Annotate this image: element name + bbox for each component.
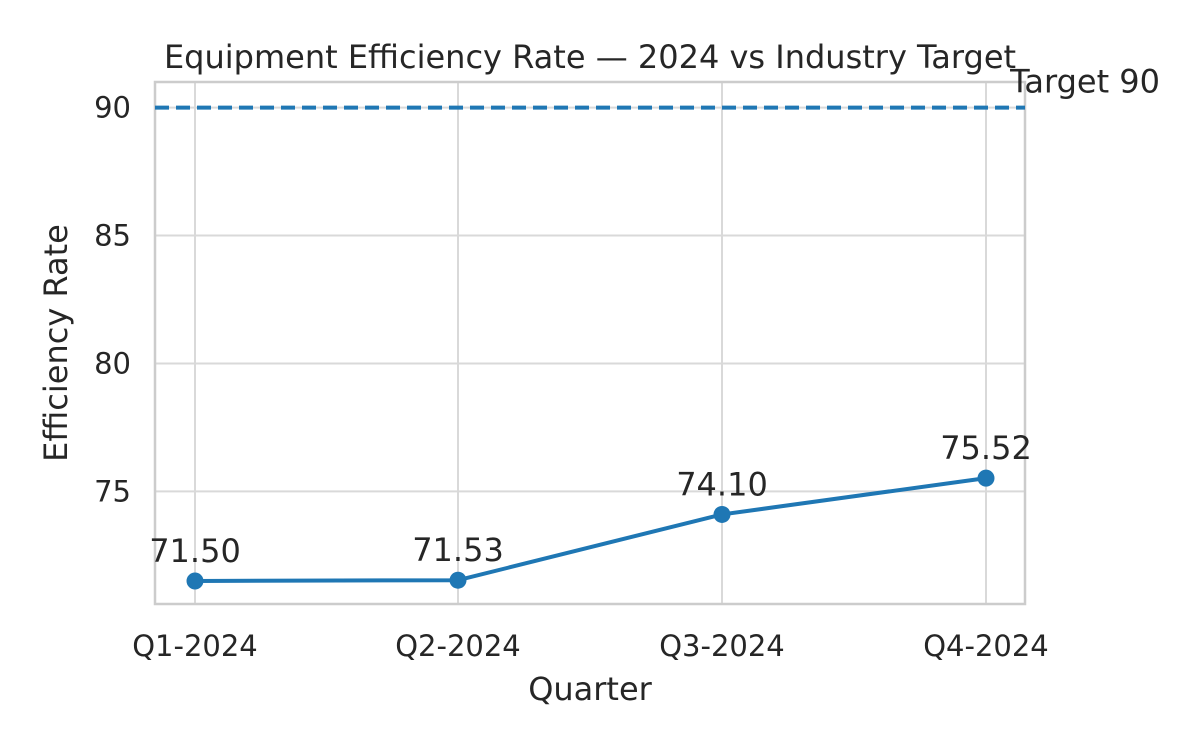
y-tick-80: 80 xyxy=(94,346,131,380)
data-point-q3-2024 xyxy=(713,505,731,523)
x-tick-labels: Q1-2024 Q2-2024 Q3-2024 Q4-2024 xyxy=(132,629,1049,663)
y-tick-85: 85 xyxy=(94,219,131,253)
x-tick-q1-2024: Q1-2024 xyxy=(132,629,258,663)
data-point-q1-2024 xyxy=(186,572,204,590)
target-layer: Target 90 xyxy=(155,63,1160,110)
target-label: Target 90 xyxy=(1009,63,1160,101)
data-point-q4-2024 xyxy=(977,469,995,487)
y-axis-label: Efficiency Rate xyxy=(37,224,75,462)
y-tick-75: 75 xyxy=(94,474,131,508)
series-line xyxy=(194,476,987,583)
data-label-q3-2024: 74.10 xyxy=(676,465,768,503)
data-point-q2-2024 xyxy=(449,571,467,589)
series-layer: 71.50 71.53 74.10 75.52 xyxy=(149,429,1032,590)
data-label-q1-2024: 71.50 xyxy=(149,532,241,570)
chart-title: Equipment Efficiency Rate — 2024 vs Indu… xyxy=(164,38,1016,76)
data-label-q2-2024: 71.53 xyxy=(412,531,504,569)
x-tick-q4-2024: Q4-2024 xyxy=(923,629,1049,663)
data-label-q4-2024: 75.52 xyxy=(940,429,1032,467)
y-tick-labels: 75 80 85 90 xyxy=(94,91,131,509)
y-tick-90: 90 xyxy=(94,91,131,125)
x-tick-q3-2024: Q3-2024 xyxy=(659,629,785,663)
x-axis-label: Quarter xyxy=(528,670,652,708)
x-tick-q2-2024: Q2-2024 xyxy=(395,629,521,663)
grid xyxy=(155,82,1025,604)
plot-frame xyxy=(153,80,1027,606)
